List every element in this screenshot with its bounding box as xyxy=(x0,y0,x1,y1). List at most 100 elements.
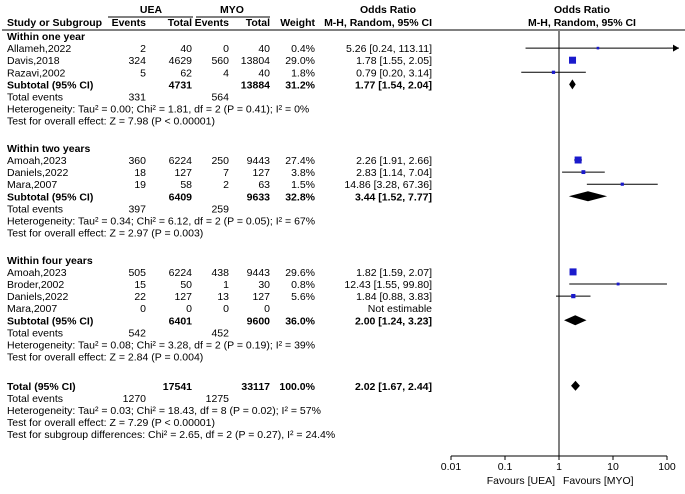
study-ci: 14.86 [3.28, 67.36] xyxy=(344,179,432,191)
events-myo: 7 xyxy=(223,167,229,179)
study-name: Amoah,2023 xyxy=(7,155,67,167)
total-uea: 58 xyxy=(180,179,192,191)
study-weight: 3.8% xyxy=(291,167,315,179)
odds-ratio-col-header: Odds Ratio xyxy=(360,4,416,16)
subtotal-total-uea: 4731 xyxy=(169,79,193,91)
overall-total-events-uea: 1270 xyxy=(123,393,147,405)
events1-header: Events xyxy=(112,17,147,29)
study-weight: 29.0% xyxy=(285,55,315,67)
total-uea: 127 xyxy=(174,167,192,179)
subtotal-label: Subtotal (95% CI) xyxy=(7,79,93,91)
events-myo: 250 xyxy=(211,155,229,167)
overall-total-uea: 17541 xyxy=(163,381,192,393)
total-myo: 40 xyxy=(258,67,270,79)
total-uea: 62 xyxy=(180,67,192,79)
subtotal-label: Subtotal (95% CI) xyxy=(7,315,93,327)
overall-total-myo: 33117 xyxy=(241,381,270,393)
effect-square xyxy=(620,182,624,186)
study-name: Mara,2007 xyxy=(7,179,57,191)
study-ci: 0.79 [0.20, 3.14] xyxy=(356,67,432,79)
overall-effect-text: Test for overall effect: Z = 7.98 (P < 0… xyxy=(7,116,215,128)
study-name: Razavi,2002 xyxy=(7,67,66,79)
events-uea: 2 xyxy=(140,43,146,55)
events-uea: 0 xyxy=(140,303,146,315)
subtotal-ci: 2.00 [1.24, 3.23] xyxy=(355,315,432,327)
overall-total-events-myo: 1275 xyxy=(206,393,230,405)
overall-total-events-label: Total events xyxy=(7,393,63,405)
study-weight: 0.8% xyxy=(291,279,315,291)
events-myo: 13 xyxy=(217,291,229,303)
total-events-myo: 452 xyxy=(211,327,229,339)
events-uea: 19 xyxy=(134,179,146,191)
effect-square xyxy=(581,170,586,175)
total-uea: 0 xyxy=(186,303,192,315)
x-tick-label: 1 xyxy=(556,461,562,473)
pooled-diamond xyxy=(564,315,587,326)
method-header: M-H, Random, 95% CI xyxy=(324,17,432,29)
total-uea: 50 xyxy=(180,279,192,291)
total-myo: 30 xyxy=(258,279,270,291)
favours-right-label: Favours [MYO] xyxy=(563,475,634,487)
subtotal-weight: 36.0% xyxy=(285,315,315,327)
total-myo: 13804 xyxy=(241,55,270,67)
study-name: Daniels,2022 xyxy=(7,167,68,179)
subtotal-total-myo: 13884 xyxy=(241,79,270,91)
events-myo: 2 xyxy=(223,179,229,191)
effect-square xyxy=(551,70,556,74)
events2-header: Events xyxy=(195,17,230,29)
total-myo: 9443 xyxy=(247,267,271,279)
total-events-uea: 397 xyxy=(128,203,146,215)
total-myo: 0 xyxy=(264,303,270,315)
subgroup-differences-text: Test for subgroup differences: Chi² = 2.… xyxy=(7,429,335,441)
ci-arrow xyxy=(673,44,679,52)
subtotal-total-myo: 9633 xyxy=(247,191,271,203)
study-ci: 1.84 [0.88, 3.83] xyxy=(356,291,432,303)
study-ci: 5.26 [0.24, 113.11] xyxy=(346,43,432,55)
heterogeneity-text: Heterogeneity: Tau² = 0.34; Chi² = 6.12,… xyxy=(7,216,315,228)
effect-square xyxy=(569,56,577,64)
subgroup-title: Within four years xyxy=(7,255,93,267)
subgroup-title: Within one year xyxy=(7,31,85,43)
study-name: Daniels,2022 xyxy=(7,291,68,303)
pooled-diamond xyxy=(568,191,608,202)
effect-square xyxy=(569,268,577,276)
total-myo: 40 xyxy=(258,43,270,55)
overall-ci: 2.02 [1.67, 2.44] xyxy=(355,381,432,393)
events-myo: 438 xyxy=(211,267,229,279)
total-uea: 4629 xyxy=(169,55,193,67)
pooled-diamond xyxy=(571,380,580,391)
study-name: Davis,2018 xyxy=(7,55,60,67)
study-name: Broder,2002 xyxy=(7,279,64,291)
total-events-uea: 331 xyxy=(128,92,146,104)
events-uea: 18 xyxy=(134,167,146,179)
group1-header: UEA xyxy=(140,4,163,16)
events-myo: 560 xyxy=(211,55,229,67)
study-name: Allameh,2022 xyxy=(7,43,71,55)
events-uea: 5 xyxy=(140,67,146,79)
group2-header: MYO xyxy=(220,4,244,16)
study-ci: 1.78 [1.55, 2.05] xyxy=(356,55,432,67)
study-ci: Not estimable xyxy=(368,303,432,315)
subtotal-total-uea: 6401 xyxy=(169,315,193,327)
plot-title: Odds Ratio xyxy=(554,4,610,16)
subtotal-weight: 32.8% xyxy=(285,191,315,203)
total-events-myo: 564 xyxy=(211,92,229,104)
study-weight: 0.4% xyxy=(291,43,315,55)
study-ci: 2.26 [1.91, 2.66] xyxy=(356,155,432,167)
x-tick-label: 0.01 xyxy=(441,461,462,473)
heterogeneity-text: Heterogeneity: Tau² = 0.08; Chi² = 3.28,… xyxy=(7,340,315,352)
subgroup-title: Within two years xyxy=(7,143,90,155)
total1-header: Total xyxy=(168,17,192,29)
events-uea: 15 xyxy=(134,279,146,291)
effect-square xyxy=(574,156,582,164)
overall-effect-text: Test for overall effect: Z = 2.97 (P = 0… xyxy=(7,228,203,240)
x-tick-label: 0.1 xyxy=(498,461,513,473)
total-events-myo: 259 xyxy=(211,203,229,215)
study-col-header: Study or Subgroup xyxy=(7,17,102,29)
effect-square xyxy=(596,46,600,50)
x-tick-label: 10 xyxy=(607,461,619,473)
study-weight: 5.6% xyxy=(291,291,315,303)
total-events-uea: 542 xyxy=(128,327,146,339)
study-name: Amoah,2023 xyxy=(7,267,67,279)
total-myo: 9443 xyxy=(247,155,271,167)
